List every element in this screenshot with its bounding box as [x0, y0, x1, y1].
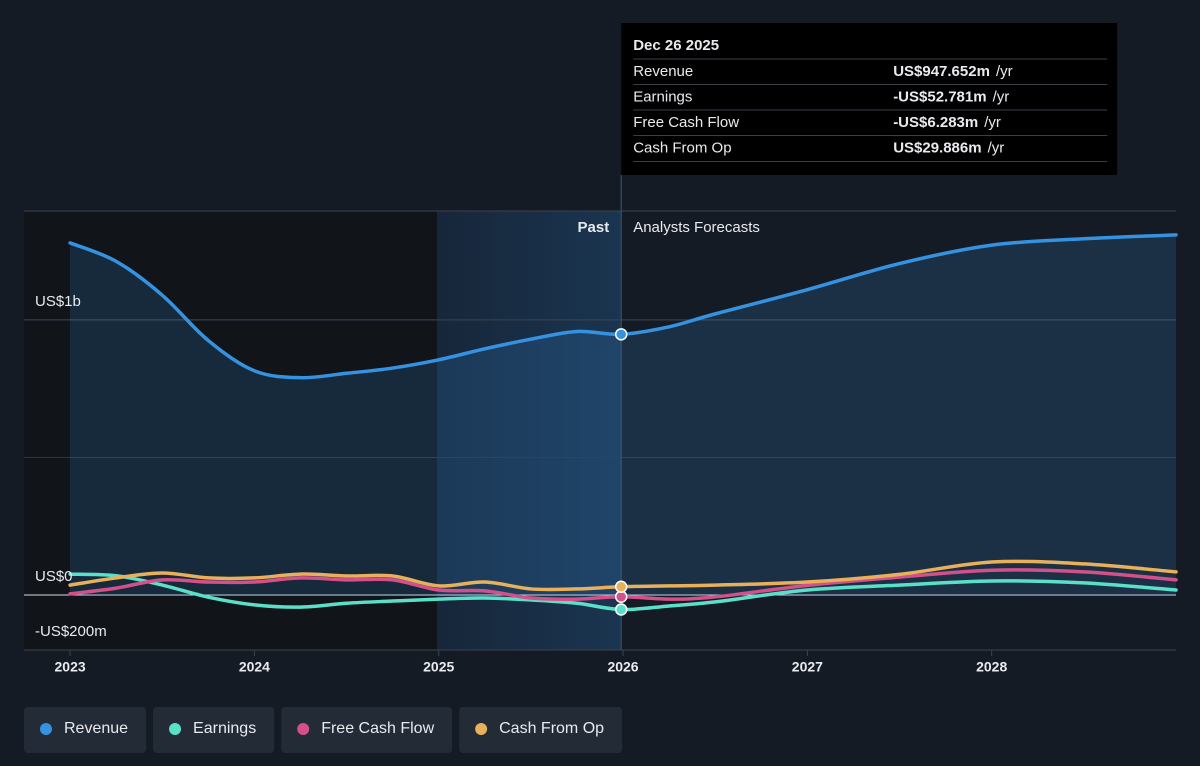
tooltip-name: Revenue: [633, 63, 693, 80]
legend-button[interactable]: [459, 707, 623, 753]
x-tick-label: 2025: [423, 659, 454, 675]
past-band: [437, 211, 621, 650]
tooltip-name: Cash From Op: [633, 139, 731, 156]
legend-item[interactable]: Cash From Op: [459, 707, 623, 753]
series-line: [68, 559, 1178, 592]
legend-button[interactable]: [153, 707, 275, 753]
tooltip-date: Dec 26 2025: [633, 37, 719, 54]
tooltip-unit: /yr: [996, 63, 1013, 80]
revenue-area: [70, 234, 1177, 595]
tooltip-box: [621, 23, 1118, 175]
tooltip-value: US$29.886m: [893, 139, 981, 156]
y-tick-label: -US$200m: [35, 623, 107, 640]
y-tick-label: US$1b: [35, 293, 81, 310]
series-line: [68, 568, 1178, 601]
tooltip-value: -US$6.283m: [893, 114, 978, 131]
tooltip-value: US$947.652m: [893, 63, 990, 80]
legend-item[interactable]: Earnings: [153, 707, 275, 753]
tooltip-unit: /yr: [993, 88, 1010, 105]
x-tick-label: 2024: [239, 659, 270, 675]
legend-label: Cash From Op: [499, 720, 604, 737]
past-label: Past: [578, 219, 610, 236]
legend-dot: [40, 723, 52, 735]
y-tick-label: US$0: [35, 568, 73, 585]
legend-item[interactable]: Free Cash Flow: [281, 707, 453, 753]
x-tick-label: 2023: [55, 659, 86, 675]
x-tick-label: 2028: [976, 659, 1007, 675]
point-marker: [614, 603, 628, 616]
tooltip-name: Free Cash Flow: [633, 114, 739, 131]
tooltip-name: Earnings: [633, 88, 692, 105]
x-tick-label: 2026: [607, 659, 638, 675]
tooltip-value: -US$52.781m: [893, 88, 986, 105]
series-line: [68, 233, 1178, 380]
forecast-label: Analysts Forecasts: [633, 219, 760, 236]
point-marker: [614, 580, 628, 594]
tooltip-unit: /yr: [984, 114, 1001, 131]
legend-dot: [475, 723, 488, 735]
legend-label: Revenue: [64, 720, 128, 737]
tooltip-unit: /yr: [988, 139, 1005, 156]
legend-item[interactable]: Revenue: [24, 707, 147, 753]
legend-dot: [169, 723, 182, 735]
series-line: [68, 572, 1178, 612]
x-tick-label: 2027: [792, 659, 823, 675]
legend-button[interactable]: [281, 707, 453, 753]
point-marker: [614, 328, 628, 341]
legend-dot: [297, 723, 310, 735]
legend-button[interactable]: [24, 707, 147, 753]
legend-label: Earnings: [193, 720, 256, 737]
legend-label: Free Cash Flow: [321, 720, 434, 737]
